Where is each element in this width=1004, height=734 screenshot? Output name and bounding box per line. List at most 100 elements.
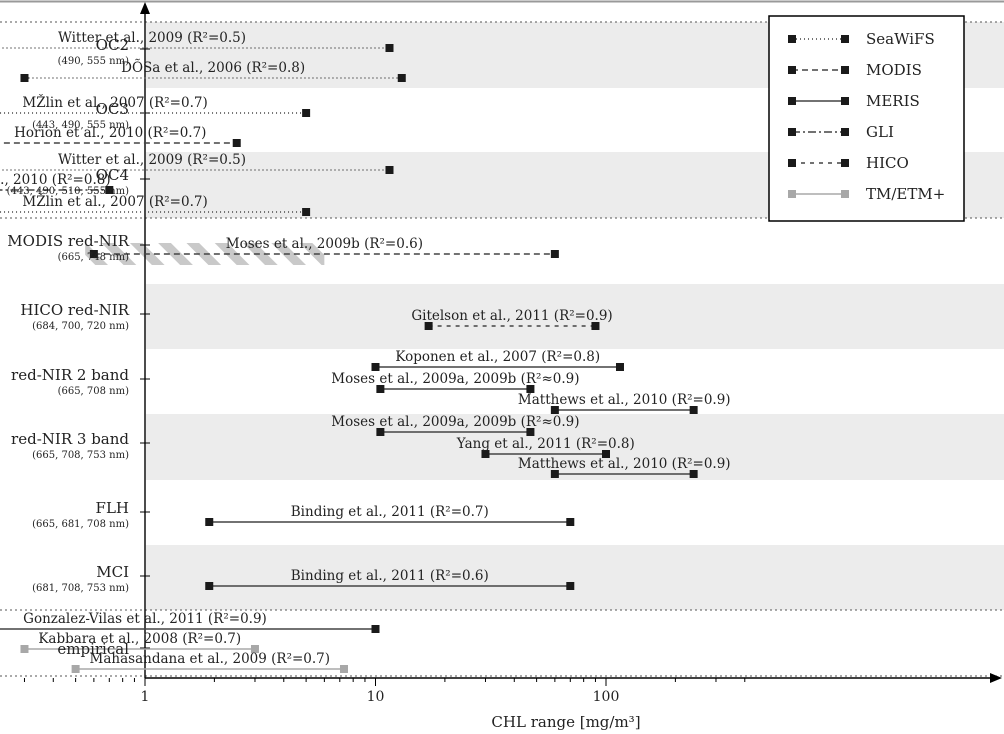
range-label: Matthews et al., 2010 (R²=0.9) — [518, 456, 731, 472]
x-axis-label: CHL range [mg/m³] — [491, 713, 640, 731]
range-max-marker — [302, 109, 311, 117]
legend-marker — [788, 35, 796, 43]
algorithm-name: red-NIR 3 band — [11, 430, 129, 448]
range-label: Horion et al., 2010 (R²=0.7) — [14, 125, 206, 141]
range-label: DÕSa et al., 2006 (R²=0.8) — [121, 60, 305, 76]
legend-label: GLI — [866, 123, 894, 141]
range-label: Gonzalez-Vilas et al., 2011 (R²=0.9) — [23, 611, 267, 627]
range-min-marker — [371, 363, 380, 371]
legend: SeaWiFS MODIS MERIS GLI HICO TM/ETM+ — [768, 15, 965, 222]
range-max-marker — [689, 406, 698, 414]
range-label: MŽlin et al., 2007 (R²=0.7) — [22, 194, 207, 210]
range-bars: Witter et al., 2009 (R²=0.5) DÕSa et al.,… — [0, 30, 731, 673]
range-max-marker — [566, 518, 575, 526]
algorithm-wavelengths: (684, 700, 720 nm) — [32, 321, 129, 332]
range-label: Gitelson et al., 2011 (R²=0.9) — [411, 308, 612, 324]
range-min-marker — [424, 322, 433, 330]
legend-marker — [841, 159, 849, 167]
range-label: Binding et al., 2011 (R²=0.6) — [291, 568, 489, 584]
range-min-marker — [481, 450, 490, 458]
range-label: Moses et al., 2009a, 2009b (R²≈0.9) — [331, 414, 579, 430]
legend-label: HICO — [866, 154, 909, 172]
range-max-marker — [397, 74, 406, 82]
legend-label: MERIS — [866, 92, 920, 110]
range-max-marker — [302, 208, 311, 216]
algorithm-name: OC2 — [96, 36, 129, 54]
algorithm-wavelengths: (443, 490, 555 nm) — [32, 120, 129, 131]
row-band — [146, 284, 1004, 349]
range-label: Witter et al., 2009 (R²=0.5) — [58, 152, 246, 168]
algorithm-wavelengths: (681, 708, 753 nm) — [32, 583, 129, 594]
algorithm-wavelengths: (665, 708 nm) — [58, 386, 130, 397]
range-max-marker — [232, 139, 241, 147]
algorithm-name: HICO red-NIR — [20, 301, 129, 319]
range-min-marker — [20, 74, 29, 82]
x-tick-label: 10 — [367, 689, 385, 705]
algorithm-name: MODIS red-NIR — [7, 232, 129, 250]
legend-marker — [841, 190, 849, 198]
range-max-marker — [566, 582, 575, 590]
range-max-marker — [591, 322, 600, 330]
range-min-marker — [89, 250, 98, 258]
range-min-marker — [550, 470, 559, 478]
legend-marker — [841, 128, 849, 136]
range-max-marker — [339, 665, 348, 673]
range-min-marker — [205, 518, 214, 526]
legend-box — [768, 15, 965, 222]
range-min-marker — [71, 665, 80, 673]
algorithm-wavelengths: (443, 490, 510, 555 nm) — [7, 186, 129, 197]
algorithm-wavelengths: (665, 748 nm) — [58, 252, 130, 263]
x-tick-label: 1 — [141, 689, 150, 705]
x-axis-arrow — [990, 673, 1002, 683]
legend-marker — [788, 97, 796, 105]
range-max-marker — [385, 44, 394, 52]
range-label: Moses et al., 2009b (R²=0.6) — [226, 236, 423, 252]
range-max-marker — [371, 625, 380, 633]
range-min-marker — [376, 385, 385, 393]
algorithm-name: OC3 — [96, 100, 129, 118]
range-label: Dupouy et al., 2010 (R²=0.8) — [0, 172, 111, 188]
range-max-marker — [385, 166, 394, 174]
range-max-marker — [615, 363, 624, 371]
range-label: Kabbara et al., 2008 (R²=0.7) — [38, 631, 241, 647]
algorithm-labels: OC2 (490, 555 nm) OC3 (443, 490, 555 nm) OC4… — [7, 36, 130, 658]
algorithm-name: FLH — [96, 499, 129, 517]
range-min-marker — [550, 406, 559, 414]
range-label: Binding et al., 2011 (R²=0.7) — [291, 504, 489, 520]
algorithm-name: empirical — [57, 640, 129, 658]
range-max-marker — [250, 645, 259, 653]
range-min-marker — [205, 582, 214, 590]
algorithm-name: MCI — [96, 563, 129, 581]
algorithm-name: OC4 — [96, 166, 129, 184]
range-label: MŽlin et al., 2007 (R²=0.7) — [22, 95, 207, 111]
range-min-marker — [20, 645, 29, 653]
range-max-marker — [526, 385, 535, 393]
axes: 0.1110100 — [0, 0, 1004, 705]
algorithm-wavelengths: (490, 555 nm) — [58, 56, 130, 67]
algorithm-name: red-NIR 2 band — [11, 366, 129, 384]
range-label: Yang et al., 2011 (R²=0.8) — [456, 436, 635, 452]
algorithm-wavelengths: (665, 681, 708 nm) — [32, 519, 129, 530]
legend-label: SeaWiFS — [866, 30, 935, 48]
range-max-marker — [105, 186, 114, 194]
range-label: Matthews et al., 2010 (R²=0.9) — [518, 392, 731, 408]
range-label: Moses et al., 2009a, 2009b (R²≈0.9) — [331, 371, 579, 387]
range-min-marker — [376, 428, 385, 436]
legend-marker — [841, 66, 849, 74]
row-band — [146, 414, 1004, 480]
range-label: Witter et al., 2009 (R²=0.5) — [58, 30, 246, 46]
range-max-marker — [689, 470, 698, 478]
legend-marker — [788, 66, 796, 74]
range-label: Mahasandana et al., 2009 (R²=0.7) — [90, 651, 331, 667]
legend-label: TM/ETM+ — [866, 185, 945, 203]
legend-marker — [841, 97, 849, 105]
x-tick-label: 100 — [593, 689, 620, 705]
range-max-marker — [526, 428, 535, 436]
legend-marker — [788, 128, 796, 136]
algorithm-wavelengths: (665, 708, 753 nm) — [32, 450, 129, 461]
legend-marker — [788, 190, 796, 198]
range-max-marker — [550, 250, 559, 258]
legend-marker — [841, 35, 849, 43]
range-max-marker — [602, 450, 610, 458]
